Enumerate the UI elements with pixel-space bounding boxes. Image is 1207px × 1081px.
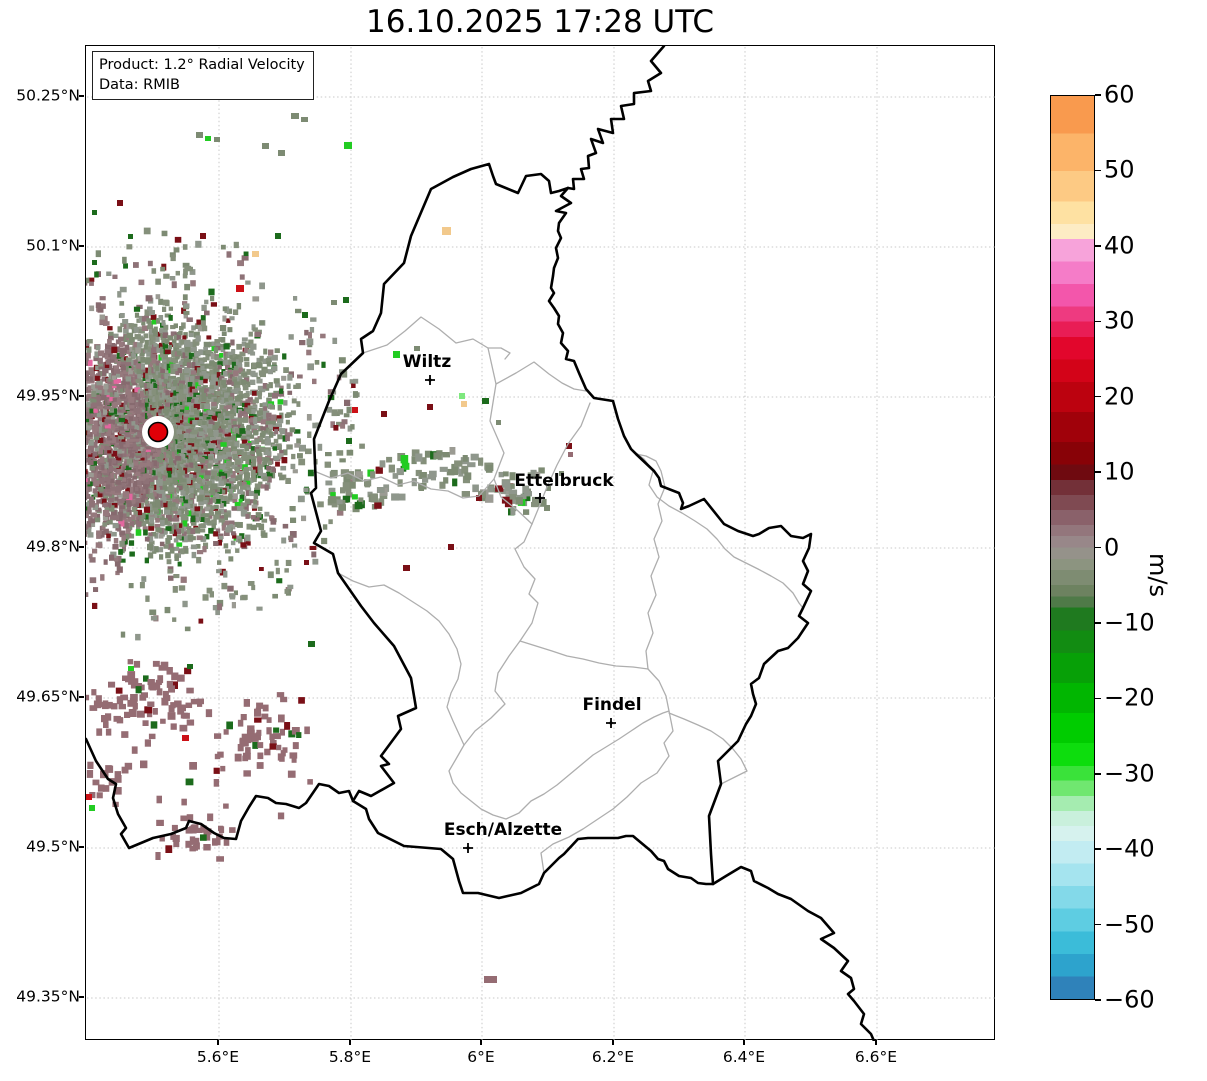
map-svg: [86, 46, 995, 1041]
colorbar-tick-mark: [1095, 94, 1101, 96]
colorbar-tick-label: 50: [1104, 155, 1135, 184]
colorbar-tick-label: −40: [1104, 834, 1155, 863]
map-plot-area: Product: 1.2° Radial Velocity Data: RMIB: [85, 45, 995, 1041]
product-info-line2: Data: RMIB: [99, 77, 180, 93]
x-tick-mark: [480, 1040, 482, 1045]
national-borders: [86, 46, 876, 1041]
y-tick-label: 49.5°N: [26, 837, 80, 856]
y-tick-mark: [79, 395, 84, 397]
colorbar-tick-label: 20: [1104, 382, 1135, 411]
city-label: Esch/Alzette: [443, 820, 563, 840]
colorbar-tick-mark: [1095, 546, 1101, 549]
colorbar-tick-label: 60: [1104, 80, 1135, 109]
x-tick-mark: [349, 1040, 351, 1045]
radar-echo-field: [86, 113, 573, 983]
colorbar-tick-label: −30: [1104, 759, 1155, 788]
y-tick-label: 49.95°N: [16, 386, 80, 405]
colorbar-unit-label: m/s: [1144, 553, 1172, 597]
colorbar-tick-label: −60: [1104, 985, 1155, 1014]
page-title: 16.10.2025 17:28 UTC: [366, 4, 714, 40]
y-tick-mark: [79, 996, 84, 998]
colorbar-tick-mark: [1095, 471, 1101, 473]
x-tick-label: 5.6°E: [196, 1048, 240, 1066]
y-tick-mark: [79, 696, 84, 698]
radar-site-marker: [142, 416, 174, 448]
x-tick-mark: [743, 1040, 745, 1045]
colorbar-tick-label: 40: [1104, 231, 1135, 260]
colorbar-tick-label: 30: [1104, 306, 1135, 335]
colorbar-tick-label: −10: [1104, 608, 1155, 637]
city-label: Ettelbruck: [514, 471, 614, 491]
colorbar-tick-label: −50: [1104, 910, 1155, 939]
colorbar-tick-label: 0: [1104, 532, 1120, 561]
y-tick-label: 50.25°N: [16, 86, 80, 105]
x-tick-label: 6°E: [467, 1048, 495, 1066]
product-info-box: Product: 1.2° Radial Velocity Data: RMIB: [92, 51, 314, 100]
x-tick-mark: [217, 1040, 219, 1045]
y-tick-label: 49.65°N: [16, 687, 80, 706]
colorbar-tick-mark: [1095, 245, 1101, 247]
y-tick-mark: [79, 546, 84, 548]
city-label: Findel: [582, 695, 642, 715]
x-tick-label: 6.2°E: [591, 1048, 635, 1066]
x-tick-label: 6.4°E: [722, 1048, 766, 1066]
city-label: Wiltz: [402, 352, 452, 372]
x-tick-mark: [875, 1040, 877, 1045]
canton-borders: [313, 316, 804, 874]
colorbar-tick-mark: [1095, 320, 1101, 322]
y-tick-label: 50.1°N: [26, 236, 80, 255]
x-tick-mark: [612, 1040, 614, 1045]
colorbar-tick-label: −20: [1104, 683, 1155, 712]
city-markers: [425, 375, 616, 853]
x-tick-label: 5.8°E: [328, 1048, 372, 1066]
y-tick-mark: [79, 846, 84, 848]
colorbar-tick-mark: [1095, 999, 1101, 1001]
y-tick-label: 49.8°N: [26, 537, 80, 556]
colorbar-tick-mark: [1095, 773, 1101, 775]
y-tick-mark: [79, 245, 84, 247]
colorbar-tick-mark: [1095, 622, 1101, 624]
grid-lines: [87, 47, 995, 1040]
radar-site-dot: [147, 421, 169, 443]
y-tick-label: 49.35°N: [16, 987, 80, 1006]
colorbar-tick-label: 10: [1104, 457, 1135, 486]
colorbar-tick-mark: [1095, 697, 1101, 700]
colorbar-tick-mark: [1095, 923, 1101, 926]
product-info-line1: Product: 1.2° Radial Velocity: [99, 57, 305, 73]
x-tick-label: 6.6°E: [854, 1048, 898, 1066]
velocity-colorbar: [1050, 95, 1095, 1000]
colorbar-tick-mark: [1095, 848, 1101, 850]
colorbar-tick-mark: [1095, 169, 1101, 172]
y-tick-mark: [79, 95, 84, 97]
colorbar-tick-mark: [1095, 395, 1101, 398]
